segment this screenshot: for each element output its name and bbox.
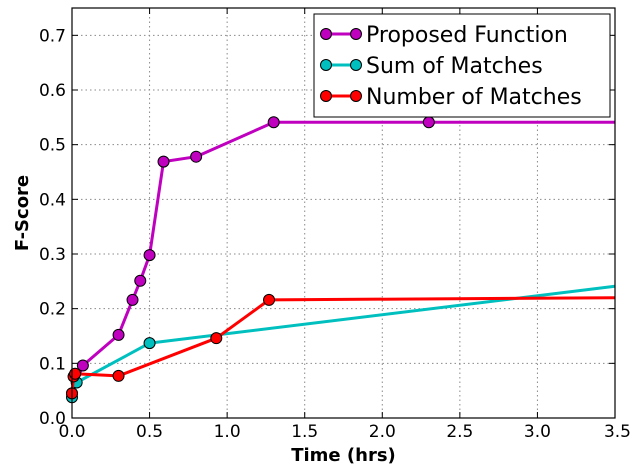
data-point [134,274,147,287]
legend-label: Proposed Function [366,23,568,48]
x-tick-label: 0.5 [136,422,163,442]
tick-labels: 0.0 0.5 1.0 1.5 2.0 2.5 3.0 3.5 0.0 0.1 0.2 0.3 0.4 0… [39,26,631,442]
legend-marker [350,59,362,71]
x-tick-label: 1.0 [214,422,241,442]
y-axis-label: F-Score [12,175,33,251]
y-tick-label: 0.4 [39,190,66,210]
x-tick-label: 3.5 [604,422,631,442]
x-tick-label: 0.0 [58,422,85,442]
x-tick-label: 2.5 [446,422,473,442]
plot-frame [71,7,616,419]
axis-ticks [71,8,616,419]
y-tick-label: 0.5 [39,136,66,156]
data-point [267,116,280,129]
data-point [263,293,276,306]
y-tick-label: 0.2 [39,300,66,320]
legend-box [313,13,611,118]
data-point [76,359,89,372]
data-point [157,155,170,168]
series-layer [66,116,616,404]
legend-marker [350,28,362,40]
data-point [112,328,125,341]
x-tick-label: 2.0 [369,422,396,442]
legend-marker [320,28,332,40]
x-axis-label: Time (hrs) [291,445,396,466]
data-point [210,332,223,345]
x-tick-label: 3.0 [524,422,551,442]
series-0 [66,116,615,400]
legend-marker [350,90,362,102]
legend-label: Sum of Matches [366,54,543,79]
data-point [143,249,156,262]
legend: Proposed Function Sum of Matches Number of… [313,13,611,118]
x-tick-label: 1.5 [291,422,318,442]
y-tick-label: 0.0 [39,409,66,429]
y-tick-label: 0.3 [39,245,66,265]
y-tick-label: 0.6 [39,81,66,101]
legend-marker [320,59,332,71]
series-1 [66,284,616,404]
data-point [126,293,139,306]
legend-label: Number of Matches [366,85,582,110]
data-point [190,150,203,163]
legend-marker [320,90,332,102]
data-point [69,367,82,380]
data-point [422,116,435,129]
y-tick-label: 0.7 [39,26,66,46]
data-point [112,369,125,382]
y-tick-label: 0.1 [39,354,66,374]
data-point [143,337,156,350]
